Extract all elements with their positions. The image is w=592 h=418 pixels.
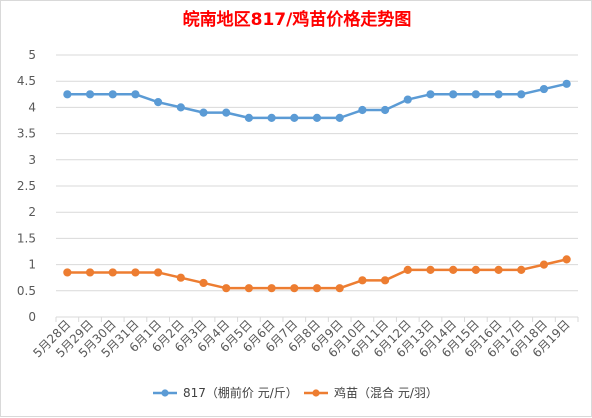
y-tick-label: 2: [28, 205, 36, 219]
series-lines: [63, 79, 571, 293]
data-point: [312, 113, 322, 122]
y-tick-label: 3.5: [17, 127, 36, 141]
y-tick-label: 0: [28, 310, 36, 324]
data-point: [494, 90, 503, 99]
data-point: [85, 268, 95, 277]
data-point: [494, 265, 503, 274]
data-point: [449, 265, 458, 274]
data-point: [449, 90, 458, 99]
data-point: [154, 98, 163, 107]
chart-title: 皖南地区817/鸡苗价格走势图: [183, 9, 412, 30]
data-point: [562, 255, 571, 264]
data-point: [358, 276, 367, 285]
data-point: [562, 79, 571, 88]
data-point: [176, 273, 185, 282]
data-point: [244, 113, 254, 122]
data-point: [267, 284, 276, 293]
y-tick-label: 1: [28, 258, 36, 272]
y-tick-label: 5: [28, 48, 36, 62]
legend-label: 817（棚前价 元/斤）: [183, 385, 298, 400]
legend-label: 鸡苗（混合 元/羽）: [334, 385, 438, 400]
data-point: [85, 90, 95, 99]
data-point: [176, 103, 185, 112]
data-point: [199, 278, 208, 288]
data-point: [154, 268, 163, 277]
y-tick-label: 4.5: [17, 74, 36, 88]
data-point: [358, 105, 367, 115]
data-point: [380, 276, 390, 285]
y-tick-label: 1.5: [17, 231, 36, 245]
data-point: [426, 90, 435, 99]
y-tick-label: 4: [28, 100, 36, 114]
data-point: [108, 90, 117, 99]
data-point: [222, 284, 231, 293]
data-point: [426, 265, 435, 274]
data-point: [199, 108, 208, 117]
legend-swatch-marker: [312, 389, 320, 397]
data-point: [403, 265, 412, 274]
legend-swatch-marker: [161, 389, 169, 397]
data-point: [131, 268, 140, 277]
data-point: [517, 265, 526, 274]
data-point: [290, 113, 299, 122]
y-axis-ticks: 0 0.5 1 1.5 2 2.5 3 3.5 4 4.5 5: [17, 48, 36, 324]
data-point: [244, 284, 254, 293]
y-tick-label: 0.5: [17, 284, 36, 298]
data-point: [63, 268, 72, 277]
series-line-1: [67, 82, 567, 120]
gridlines: [56, 54, 578, 318]
data-point: [403, 95, 412, 104]
x-axis-ticks: 5月28日5月29日5月30日5月31日6月1日6月2日6月3日6月4日6月5日…: [30, 317, 579, 360]
y-tick-label: 2.5: [17, 179, 36, 193]
data-point: [108, 268, 117, 277]
data-point: [222, 108, 231, 117]
data-point: [517, 90, 526, 99]
data-point: [131, 90, 140, 99]
data-point: [335, 113, 344, 122]
y-tick-label: 3: [28, 153, 36, 167]
series-line-2: [67, 258, 567, 290]
data-point: [335, 284, 344, 293]
data-point: [267, 113, 276, 122]
data-point: [539, 84, 549, 94]
data-point: [380, 105, 390, 115]
data-point: [471, 265, 480, 274]
data-point: [471, 90, 480, 99]
data-point: [312, 284, 322, 293]
legend: 817（棚前价 元/斤） 鸡苗（混合 元/羽）: [153, 385, 438, 400]
data-point: [290, 284, 299, 293]
data-point: [63, 90, 72, 99]
data-point: [539, 260, 549, 269]
